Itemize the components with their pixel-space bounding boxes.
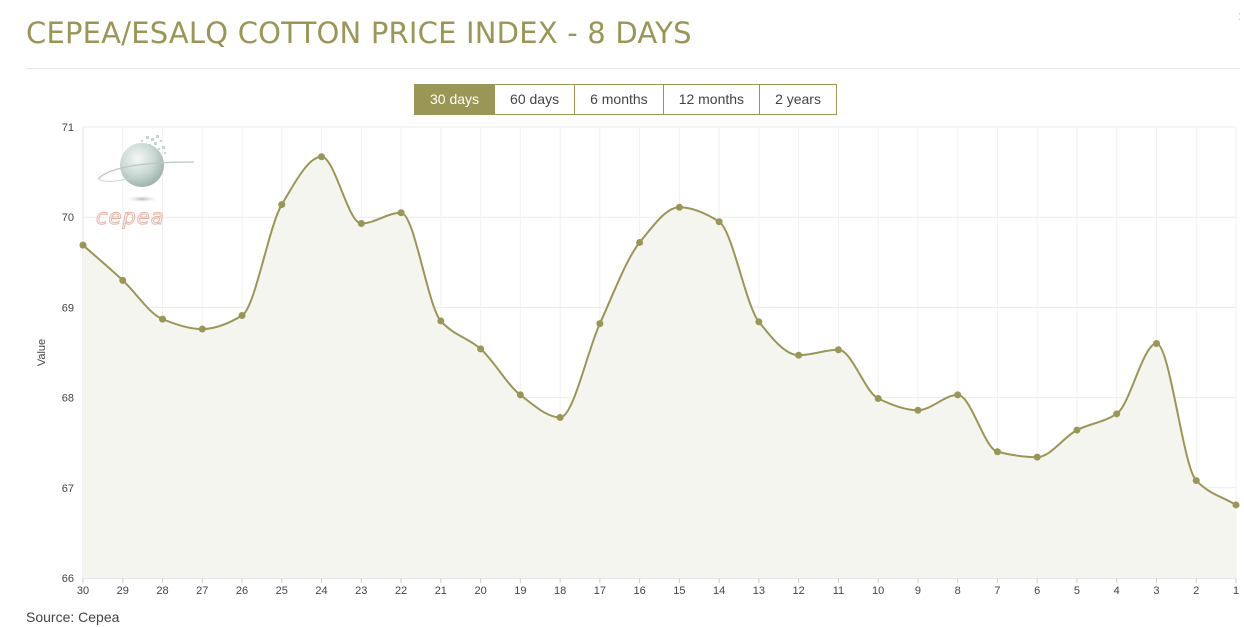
x-tick-label: 9 — [915, 585, 921, 597]
data-point — [1232, 501, 1240, 509]
data-point — [993, 448, 1001, 456]
x-tick-label: 27 — [196, 585, 208, 597]
x-tick-label: 13 — [753, 585, 765, 597]
data-point — [914, 406, 922, 414]
data-point — [556, 413, 564, 421]
data-point — [278, 201, 286, 209]
x-tick-label: 4 — [1114, 585, 1120, 597]
range-button-30-days[interactable]: 30 days — [415, 85, 495, 114]
data-point — [715, 218, 723, 226]
data-point — [119, 276, 127, 284]
data-point — [874, 395, 882, 403]
data-point — [318, 153, 326, 161]
x-tick-label: 16 — [633, 585, 645, 597]
x-tick-label: 28 — [156, 585, 168, 597]
y-tick-label: 69 — [62, 302, 74, 314]
series-area — [83, 156, 1236, 579]
data-point — [159, 315, 167, 323]
data-point — [238, 312, 246, 320]
data-point — [198, 325, 206, 333]
data-point — [596, 320, 604, 328]
x-tick-label: 1 — [1233, 585, 1239, 597]
y-axis-label: Value — [36, 339, 48, 366]
x-tick-label: 5 — [1074, 585, 1080, 597]
y-tick-label: 67 — [62, 483, 74, 495]
x-tick-label: 25 — [276, 585, 288, 597]
x-tick-label: 19 — [514, 585, 526, 597]
x-tick-label: 12 — [793, 585, 805, 597]
data-point — [79, 241, 87, 249]
data-point — [1033, 453, 1041, 461]
range-button-60-days[interactable]: 60 days — [494, 85, 575, 114]
range-button-12-months[interactable]: 12 months — [662, 85, 760, 114]
x-tick-label: 15 — [673, 585, 685, 597]
x-tick-label: 6 — [1034, 585, 1040, 597]
data-point — [1152, 339, 1160, 347]
x-tick-label: 26 — [236, 585, 248, 597]
x-tick-label: 17 — [594, 585, 606, 597]
x-tick-label: 18 — [554, 585, 566, 597]
range-button-2-years[interactable]: 2 years — [759, 85, 836, 114]
x-tick-label: 11 — [833, 585, 844, 597]
y-tick-label: 68 — [62, 393, 74, 405]
x-tick-label: 14 — [713, 585, 725, 597]
page-title: CEPEA/ESALQ COTTON PRICE INDEX - 8 DAYS — [26, 16, 692, 50]
data-point — [1113, 410, 1121, 418]
y-tick-label: 70 — [62, 212, 74, 224]
data-point — [357, 220, 365, 228]
cepea-globe-logo-icon — [94, 132, 204, 232]
x-tick-label: 2 — [1193, 585, 1199, 597]
x-tick-label: 7 — [994, 585, 1000, 597]
x-tick-label: 24 — [315, 585, 327, 597]
data-point — [397, 209, 405, 217]
x-tick-label: 8 — [955, 585, 961, 597]
data-point — [675, 203, 683, 211]
cepea-logo-text: cepea — [96, 205, 165, 230]
title-divider — [26, 68, 1240, 69]
range-button-6-months[interactable]: 6 months — [574, 85, 663, 114]
data-point — [834, 346, 842, 354]
data-point — [1073, 426, 1081, 434]
x-tick-label: 30 — [77, 585, 89, 597]
data-point — [636, 238, 644, 246]
y-tick-label: 66 — [62, 573, 74, 585]
data-point — [755, 318, 763, 326]
data-point — [1192, 477, 1200, 485]
source-note: Source: Cepea — [26, 609, 120, 625]
data-point — [477, 345, 485, 353]
x-tick-label: 22 — [395, 585, 407, 597]
x-tick-label: 29 — [117, 585, 129, 597]
x-tick-label: 10 — [872, 585, 884, 597]
corner-marker: ⁚ — [1237, 12, 1241, 23]
x-tick-label: 23 — [355, 585, 367, 597]
y-tick-label: 71 — [62, 122, 74, 134]
x-tick-label: 3 — [1153, 585, 1159, 597]
data-point — [954, 391, 962, 399]
range-selector: 30 days 60 days 6 months 12 months 2 years — [414, 84, 837, 115]
x-tick-label: 21 — [435, 585, 447, 597]
x-tick-label: 20 — [474, 585, 486, 597]
data-point — [516, 391, 524, 399]
data-point — [795, 351, 803, 359]
data-point — [437, 317, 445, 325]
